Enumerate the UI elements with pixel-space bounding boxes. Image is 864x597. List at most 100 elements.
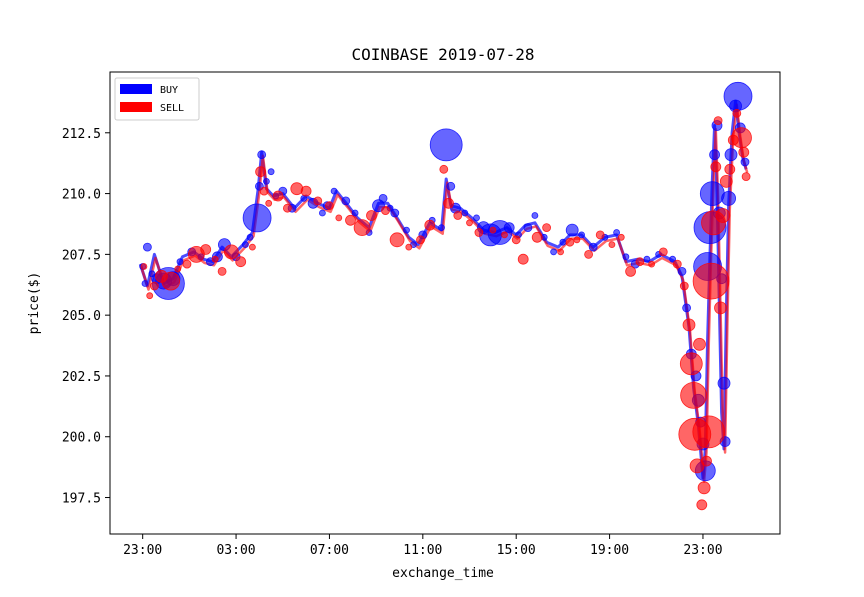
point-buy-57 xyxy=(565,223,579,237)
y-tick-label: 212.5 xyxy=(62,127,101,142)
legend-swatch-buy xyxy=(120,84,152,94)
point-sell-76 xyxy=(731,127,752,149)
plot-frame xyxy=(109,71,781,535)
point-buy-50 xyxy=(503,222,515,234)
point-buy-85 xyxy=(724,148,738,162)
series-layer xyxy=(138,81,753,511)
point-sell-62 xyxy=(696,499,708,511)
point-sell-41 xyxy=(531,231,543,243)
legend-swatch-sell xyxy=(120,102,152,112)
point-sell-44 xyxy=(565,237,575,247)
point-buy-55 xyxy=(550,248,557,256)
point-buy-36 xyxy=(390,208,400,218)
point-sell-18 xyxy=(282,203,292,213)
point-sell-55 xyxy=(679,281,689,291)
point-buy-8 xyxy=(176,258,184,266)
point-sell-72 xyxy=(719,174,733,188)
point-buy-52 xyxy=(523,223,533,233)
point-buy-59 xyxy=(588,242,598,252)
point-sell-50 xyxy=(625,265,636,277)
point-sell-15 xyxy=(259,186,269,196)
point-sell-37 xyxy=(489,226,497,234)
point-buy-58 xyxy=(578,231,585,239)
point-sell-13 xyxy=(248,243,256,251)
point-buy-78 xyxy=(709,149,720,161)
point-sell-21 xyxy=(313,196,323,206)
point-sell-43 xyxy=(557,248,564,256)
x-tick-label: 03:00 xyxy=(216,543,255,558)
point-buy-20 xyxy=(262,177,270,185)
x-axis: 23:00 03:00 07:00 11:00 15:00 19:00 23:00 xyxy=(123,534,723,558)
point-buy-31 xyxy=(351,209,359,217)
point-buy-45 xyxy=(461,209,469,217)
point-sell-9 xyxy=(211,255,219,263)
point-sell-27 xyxy=(381,206,390,216)
point-sell-1 xyxy=(146,292,154,300)
point-buy-56 xyxy=(559,238,567,246)
point-sell-58 xyxy=(680,381,707,409)
point-sell-63 xyxy=(697,481,711,495)
x-tick-label: 07:00 xyxy=(310,543,349,558)
point-buy-84 xyxy=(721,190,736,206)
point-buy-41 xyxy=(438,224,445,232)
point-buy-15 xyxy=(241,241,249,249)
y-tick-label: 197.5 xyxy=(62,492,101,507)
point-sell-56 xyxy=(682,318,696,332)
x-tick-label: 15:00 xyxy=(497,543,536,558)
point-sell-69 xyxy=(713,116,723,125)
point-sell-54 xyxy=(672,259,682,269)
point-sell-10 xyxy=(217,266,227,276)
point-sell-6 xyxy=(182,259,192,269)
point-buy-77 xyxy=(699,181,725,207)
point-sell-49 xyxy=(617,233,625,241)
point-sell-64 xyxy=(701,455,712,467)
point-sell-31 xyxy=(424,219,436,231)
legend-label-sell: SELL xyxy=(160,103,184,114)
y-tick-label: 200.0 xyxy=(62,431,101,446)
point-sell-20 xyxy=(300,185,312,197)
point-sell-33 xyxy=(443,197,454,209)
point-buy-62 xyxy=(622,253,630,261)
point-sell-57 xyxy=(679,352,703,376)
point-sell-42 xyxy=(542,223,551,233)
point-buy-2 xyxy=(142,242,152,252)
point-buy-19 xyxy=(257,150,267,160)
point-sell-73 xyxy=(724,163,736,175)
chart-title: COINBASE 2019-07-28 xyxy=(351,45,534,64)
point-sell-2 xyxy=(149,281,159,291)
legend: BUY SELL xyxy=(114,77,200,121)
point-sell-40 xyxy=(517,253,529,265)
x-tick-label: 11:00 xyxy=(403,543,442,558)
point-sell-5 xyxy=(174,265,182,273)
point-sell-38 xyxy=(501,231,508,239)
point-buy-82 xyxy=(717,376,731,390)
point-sell-34 xyxy=(453,211,463,220)
point-sell-71 xyxy=(715,208,731,223)
point-sell-0 xyxy=(140,263,148,270)
point-buy-53 xyxy=(531,212,539,219)
point-buy-87 xyxy=(723,81,753,111)
series-sell xyxy=(140,108,752,511)
point-buy-46 xyxy=(473,214,480,222)
point-sell-46 xyxy=(584,249,593,259)
point-sell-51 xyxy=(635,257,645,267)
y-axis-label: price($) xyxy=(27,272,42,335)
point-sell-22 xyxy=(324,201,334,211)
point-buy-42 xyxy=(429,128,463,162)
legend-label-buy: BUY xyxy=(160,85,178,96)
point-sell-68 xyxy=(710,161,722,173)
y-tick-label: 205.0 xyxy=(62,309,101,324)
point-buy-64 xyxy=(643,255,651,263)
point-sell-11 xyxy=(223,244,239,260)
point-buy-89 xyxy=(740,157,750,167)
point-sell-39 xyxy=(511,235,521,245)
point-sell-70 xyxy=(714,301,727,315)
point-sell-53 xyxy=(658,247,668,257)
point-sell-29 xyxy=(405,243,413,251)
point-buy-30 xyxy=(341,196,351,206)
point-buy-37 xyxy=(403,226,410,234)
point-sell-4 xyxy=(161,271,181,291)
point-buy-68 xyxy=(682,303,691,313)
point-sell-17 xyxy=(272,190,284,202)
